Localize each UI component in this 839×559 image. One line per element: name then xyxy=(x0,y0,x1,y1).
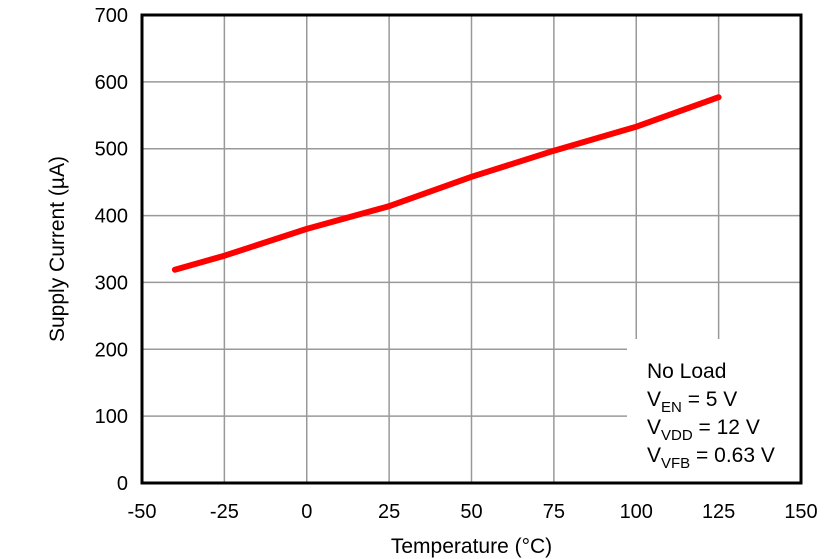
annotation-line: VVFB = 0.63 V xyxy=(647,444,775,472)
annotation-line: No Load xyxy=(647,360,726,383)
x-tick-label: 50 xyxy=(460,501,482,523)
x-tick-label: 0 xyxy=(301,501,312,523)
x-tick-label: -50 xyxy=(128,501,157,523)
plot-frame xyxy=(140,13,803,485)
y-tick-label: 0 xyxy=(117,473,128,495)
y-tick-label: 300 xyxy=(95,272,128,294)
y-tick-label: 400 xyxy=(95,206,128,228)
y-axis-label: Supply Current (µA) xyxy=(46,156,69,342)
y-tick-label: 700 xyxy=(95,5,128,27)
x-tick-label: 100 xyxy=(620,501,653,523)
y-tick-label: 500 xyxy=(95,139,128,161)
x-tick-label: 150 xyxy=(784,501,817,523)
gridlines xyxy=(142,15,801,483)
x-axis-tick-labels: -50 -25 0 25 50 75 100 125 150 xyxy=(128,501,818,523)
annotation-line: VEN = 5 V xyxy=(647,388,737,416)
series-line xyxy=(171,94,722,273)
annotation-line: VVDD = 12 V xyxy=(647,416,760,444)
data-series xyxy=(171,94,722,273)
y-axis-tick-labels: 0 100 200 300 400 500 600 700 xyxy=(95,5,128,495)
x-tick-label: -25 xyxy=(210,501,239,523)
y-tick-label: 200 xyxy=(95,339,128,361)
x-axis-label: Temperature (°C) xyxy=(391,535,552,558)
y-tick-label: 600 xyxy=(95,72,128,94)
x-tick-label: 25 xyxy=(378,501,400,523)
x-tick-label: 75 xyxy=(543,501,565,523)
annotation-background xyxy=(627,339,800,482)
y-tick-label: 100 xyxy=(95,406,128,428)
x-tick-label: 125 xyxy=(702,501,735,523)
